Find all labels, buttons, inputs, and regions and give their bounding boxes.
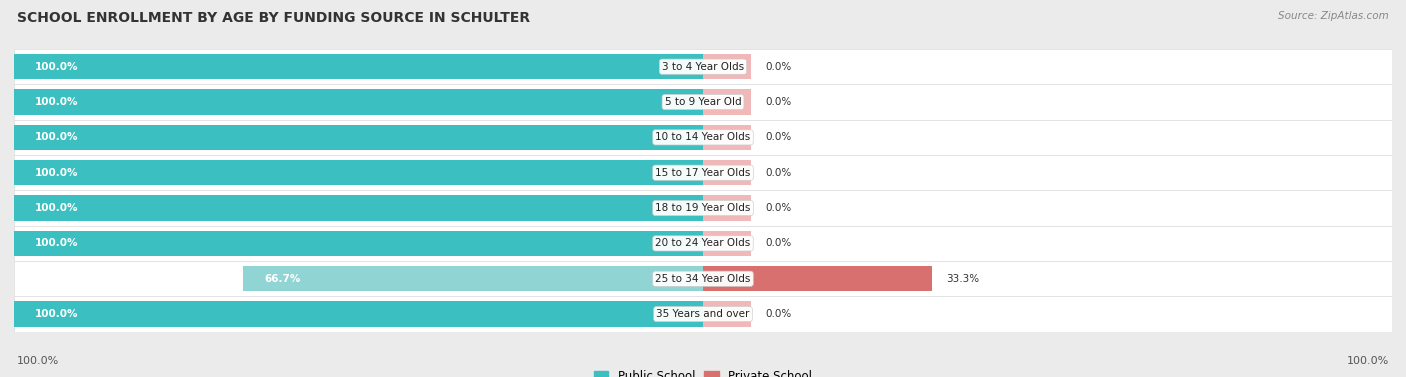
Bar: [14, 54, 703, 80]
Text: 100.0%: 100.0%: [17, 356, 59, 366]
Bar: [14, 160, 703, 185]
Bar: [703, 195, 751, 221]
Text: 0.0%: 0.0%: [765, 132, 792, 143]
Text: 35 Years and over: 35 Years and over: [657, 309, 749, 319]
Text: 18 to 19 Year Olds: 18 to 19 Year Olds: [655, 203, 751, 213]
Bar: [14, 296, 1392, 332]
Bar: [14, 190, 1392, 226]
Text: 0.0%: 0.0%: [765, 309, 792, 319]
Bar: [14, 125, 703, 150]
Bar: [14, 301, 703, 327]
Bar: [14, 226, 1392, 261]
Text: 10 to 14 Year Olds: 10 to 14 Year Olds: [655, 132, 751, 143]
Text: 0.0%: 0.0%: [765, 168, 792, 178]
Bar: [14, 120, 1392, 155]
Bar: [703, 89, 751, 115]
Text: 100.0%: 100.0%: [35, 97, 79, 107]
Text: 100.0%: 100.0%: [35, 132, 79, 143]
Text: 0.0%: 0.0%: [765, 62, 792, 72]
Bar: [703, 160, 751, 185]
Text: 3 to 4 Year Olds: 3 to 4 Year Olds: [662, 62, 744, 72]
Text: 0.0%: 0.0%: [765, 97, 792, 107]
Bar: [703, 266, 932, 291]
Bar: [14, 195, 703, 221]
Bar: [14, 49, 1392, 84]
Text: 100.0%: 100.0%: [35, 309, 79, 319]
Bar: [703, 231, 751, 256]
Text: 100.0%: 100.0%: [35, 62, 79, 72]
Text: Source: ZipAtlas.com: Source: ZipAtlas.com: [1278, 11, 1389, 21]
Text: 33.3%: 33.3%: [946, 274, 980, 284]
Bar: [703, 301, 751, 327]
Text: 100.0%: 100.0%: [1347, 356, 1389, 366]
Bar: [243, 266, 703, 291]
Text: 0.0%: 0.0%: [765, 238, 792, 248]
Text: 15 to 17 Year Olds: 15 to 17 Year Olds: [655, 168, 751, 178]
Bar: [703, 54, 751, 80]
Text: 100.0%: 100.0%: [35, 238, 79, 248]
Bar: [703, 125, 751, 150]
Text: SCHOOL ENROLLMENT BY AGE BY FUNDING SOURCE IN SCHULTER: SCHOOL ENROLLMENT BY AGE BY FUNDING SOUR…: [17, 11, 530, 25]
Text: 25 to 34 Year Olds: 25 to 34 Year Olds: [655, 274, 751, 284]
Text: 0.0%: 0.0%: [765, 203, 792, 213]
Bar: [14, 155, 1392, 190]
Text: 5 to 9 Year Old: 5 to 9 Year Old: [665, 97, 741, 107]
Text: 20 to 24 Year Olds: 20 to 24 Year Olds: [655, 238, 751, 248]
Legend: Public School, Private School: Public School, Private School: [589, 366, 817, 377]
Text: 66.7%: 66.7%: [264, 274, 301, 284]
Bar: [14, 231, 703, 256]
Bar: [14, 84, 1392, 120]
Text: 100.0%: 100.0%: [35, 168, 79, 178]
Bar: [14, 89, 703, 115]
Bar: [14, 261, 1392, 296]
Text: 100.0%: 100.0%: [35, 203, 79, 213]
